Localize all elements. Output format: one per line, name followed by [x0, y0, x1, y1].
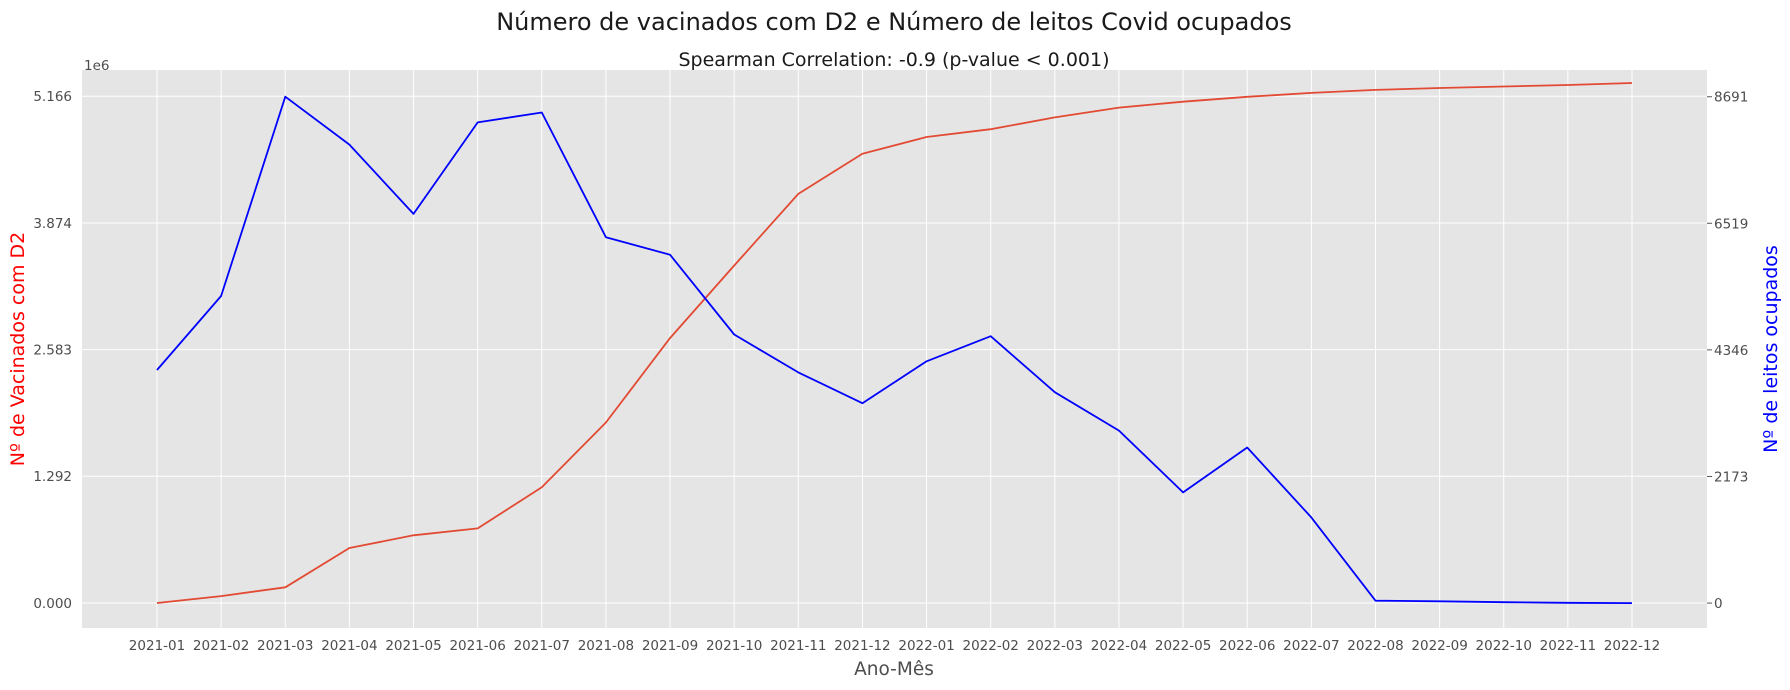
right-axis: 0 2173 4346 6519 8691: [1707, 90, 1748, 612]
chart-subtitle: Spearman Correlation: -0.9 (p-value < 0.…: [678, 49, 1109, 71]
x-tick-label: 2022-08: [1347, 638, 1403, 654]
x-tick-label: 2021-10: [706, 638, 762, 654]
x-tick-label: 2021-04: [321, 638, 377, 654]
x-tick-label: 2022-03: [1027, 638, 1083, 654]
grid-x: [156, 70, 1633, 628]
x-tick-label: 2022-01: [898, 638, 954, 654]
left-tick-label: 0.000: [33, 596, 72, 612]
grid-y: [82, 95, 1707, 604]
right-tick-label: 4346: [1714, 343, 1748, 359]
left-tick-label: 5.166: [33, 89, 72, 105]
x-tick-label: 2022-06: [1219, 638, 1275, 654]
right-tick-label: 6519: [1714, 216, 1748, 232]
x-tick-label: 2021-03: [257, 638, 313, 654]
x-tick-label: 2022-02: [962, 638, 1018, 654]
x-tick-label: 2022-11: [1540, 638, 1596, 654]
x-tick-label: 2022-07: [1283, 638, 1339, 654]
x-tick-label: 2021-12: [834, 638, 890, 654]
x-tick-label: 2021-07: [514, 638, 570, 654]
x-tick-label: 2022-04: [1091, 638, 1147, 654]
left-axis-label: Nº de Vacinados com D2: [7, 232, 29, 467]
left-tick-label: 1.292: [33, 469, 72, 485]
x-tick-label: 2022-10: [1476, 638, 1532, 654]
series-line: [156, 95, 1633, 604]
left-axis: 0.000 1.292 2.583 3.874 5.166: [33, 89, 72, 612]
left-axis-offset: 1e6: [84, 58, 109, 74]
right-axis-label: Nº de leitos ocupados: [1760, 245, 1782, 453]
x-tick-label: 2022-09: [1411, 638, 1467, 654]
plot-area: [82, 70, 1707, 628]
x-tick-label: 2021-02: [193, 638, 249, 654]
x-tick-label: 2021-11: [770, 638, 826, 654]
x-tick-label: 2021-01: [129, 638, 185, 654]
series-line: [156, 82, 1633, 604]
x-tick-label: 2021-05: [385, 638, 441, 654]
right-tick-label: 2173: [1714, 469, 1748, 485]
right-tick-label: 8691: [1714, 90, 1748, 106]
series-leitos: [156, 95, 1633, 604]
series-vacinados: [156, 82, 1633, 604]
left-tick-label: 3.874: [33, 216, 72, 232]
x-tick-label: 2021-09: [642, 638, 698, 654]
chart-suptitle: Número de vacinados com D2 e Número de l…: [496, 8, 1292, 36]
x-tick-label: 2022-05: [1155, 638, 1211, 654]
left-tick-label: 2.583: [33, 343, 72, 359]
x-tick-label: 2022-12: [1604, 638, 1660, 654]
x-axis-label: Ano-Mês: [854, 659, 934, 680]
right-tick-label: 0: [1714, 596, 1723, 612]
x-tick-label: 2021-08: [578, 638, 634, 654]
x-axis: 2021-01 2021-02 2021-03 2021-04 2021-05 2021-…: [129, 638, 1660, 654]
x-tick-label: 2021-06: [449, 638, 505, 654]
